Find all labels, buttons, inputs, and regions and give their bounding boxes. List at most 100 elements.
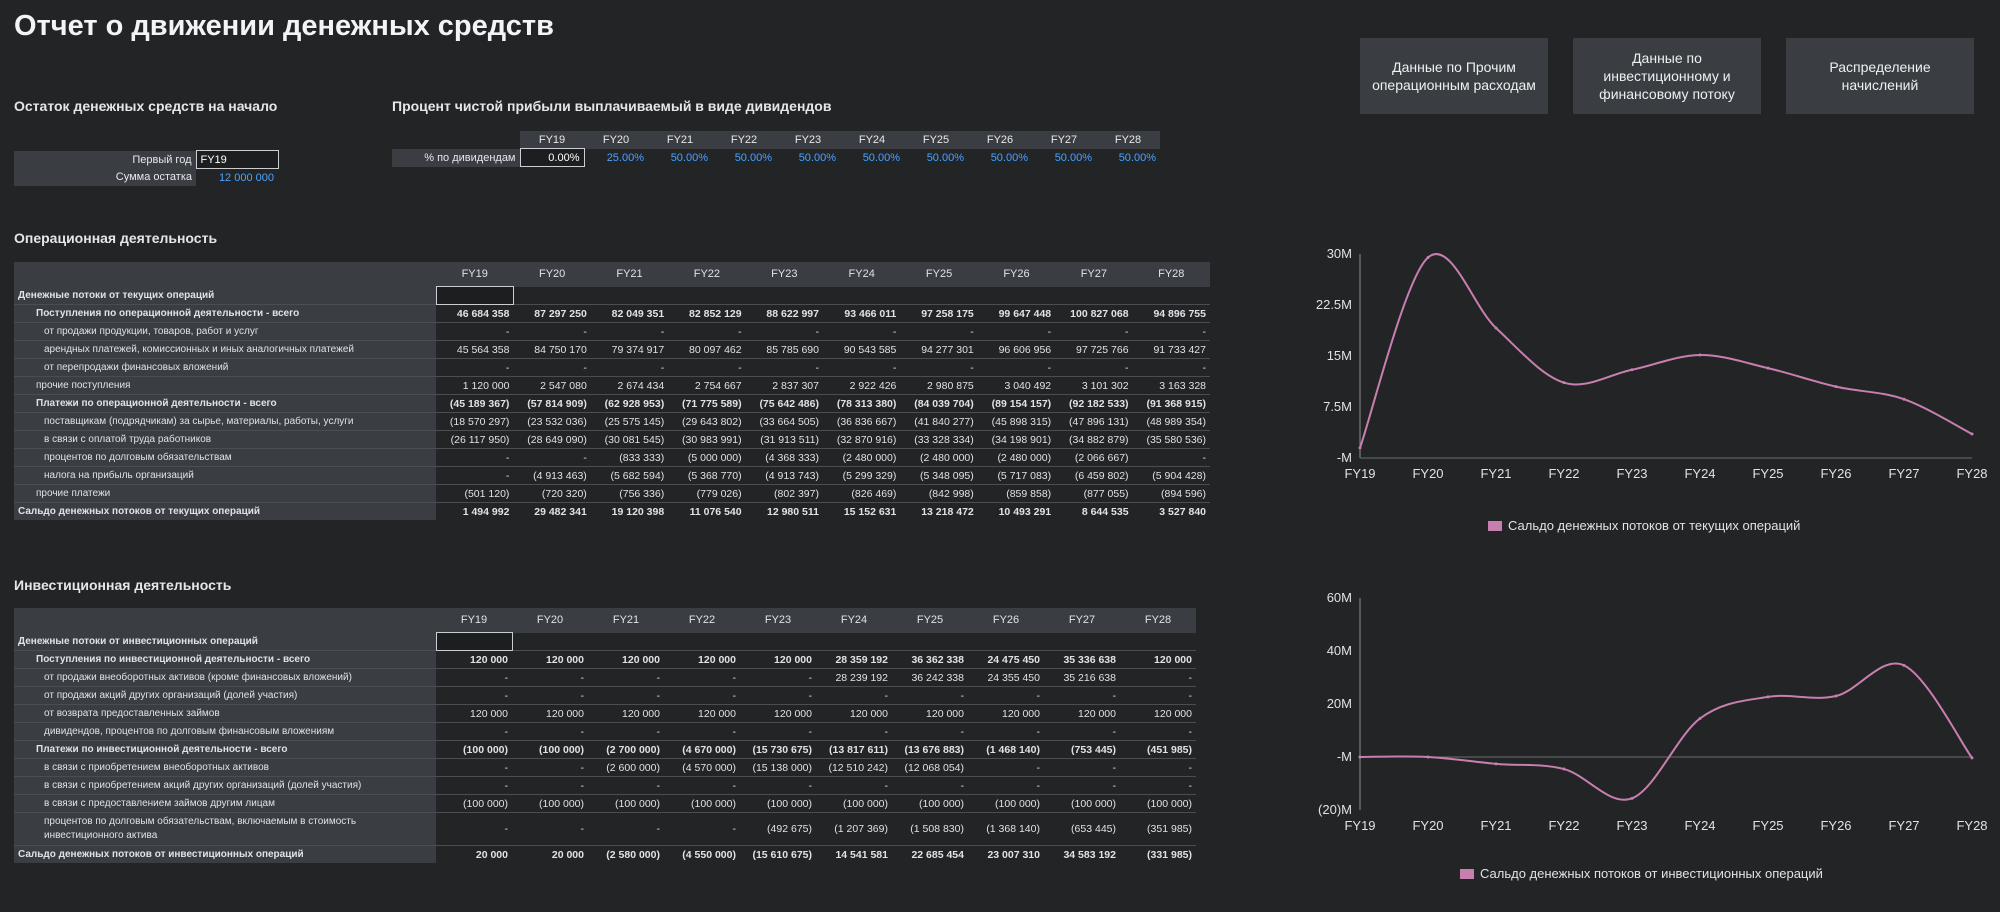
row-label: дивидендов, процентов по долговым финанс…	[14, 722, 436, 741]
row-label: в связи с оплатой труда работников	[14, 430, 437, 449]
value-cell: (15 730 675)	[740, 740, 816, 759]
value-cell: (2 066 667)	[1055, 448, 1133, 467]
dividend-year-header: FY21	[648, 131, 712, 149]
data-point	[1902, 663, 1906, 667]
value-cell: (5 904 428)	[1132, 466, 1210, 485]
row-label: в связи с приобретением акций других орг…	[14, 776, 436, 795]
value-cell: 120 000	[664, 650, 740, 669]
table-row: Сальдо денежных потоков от инвестиционны…	[14, 845, 1196, 863]
value-cell: (4 368 333)	[745, 448, 823, 467]
value-cell: 46 684 358	[436, 304, 514, 323]
data-point	[1766, 366, 1770, 370]
data-point	[1970, 432, 1974, 436]
data-point	[1562, 767, 1566, 771]
operating-cashflow-chart: -M 7.5M 15M 22.5M 30M FY19 FY20 FY21 FY22 FY23 FY2…	[1316, 246, 1988, 481]
value-cell: (2 580 000)	[588, 845, 664, 863]
value-cell: (34 882 879)	[1055, 430, 1133, 449]
row-label: поставщикам (подрядчикам) за сырье, мате…	[14, 412, 437, 431]
value-cell: -	[436, 668, 512, 687]
value-cell: 120 000	[1120, 704, 1196, 723]
value-cell: (2 700 000)	[588, 740, 664, 759]
accrual-distribution-button[interactable]: Распределение начислений	[1786, 38, 1974, 114]
dividend-year-header: FY28	[1096, 131, 1160, 149]
dividend-percent-input[interactable]: 50.00%	[1054, 151, 1092, 164]
table-row: в связи с приобретением внеоборотных акт…	[14, 758, 1196, 777]
value-cell: -	[436, 466, 514, 485]
y-tick-label: 30M	[1327, 246, 1352, 261]
x-tick-label: FY27	[1888, 818, 1919, 833]
dividend-percent-input[interactable]: 50.00%	[990, 151, 1028, 164]
dividend-percent-input[interactable]: 50.00%	[926, 151, 964, 164]
value-cell: 2 980 875	[900, 376, 978, 395]
dividend-year-header: FY25	[904, 131, 968, 149]
value-cell: (36 836 667)	[822, 412, 901, 431]
dividend-percent-input[interactable]: 50.00%	[862, 151, 900, 164]
value-cell: (62 928 953)	[590, 394, 669, 413]
value-cell: 120 000	[1120, 650, 1196, 669]
value-cell: -	[588, 722, 664, 741]
x-tick-label: FY26	[1820, 466, 1851, 481]
x-tick-label: FY27	[1888, 466, 1919, 481]
year-header: FY24	[822, 262, 901, 287]
data-point	[1970, 756, 1974, 760]
opening-balance-title: Остаток денежных средств на начало	[14, 98, 278, 114]
dividend-percent-input[interactable]: 50.00%	[798, 151, 836, 164]
value-cell: -	[436, 448, 514, 467]
value-cell: 87 297 250	[513, 304, 591, 323]
x-tick-label: FY19	[1344, 818, 1375, 833]
value-cell: (100 000)	[1120, 794, 1196, 813]
first-year-input[interactable]: FY19	[195, 150, 279, 169]
value-cell: -	[968, 776, 1044, 795]
value-cell	[512, 633, 588, 651]
value-cell: (84 039 704)	[900, 394, 978, 413]
investing-financing-data-button[interactable]: Данные по инвестиционному и финансовому …	[1573, 38, 1761, 114]
x-tick-label: FY28	[1956, 466, 1987, 481]
year-header: FY28	[1132, 262, 1210, 287]
value-cell: (100 000)	[892, 794, 968, 813]
value-cell: 120 000	[436, 650, 512, 669]
year-header: FY21	[590, 262, 669, 287]
dividend-percent-input[interactable]: 50.00%	[670, 151, 708, 164]
value-cell: -	[816, 722, 892, 741]
legend-label: Сальдо денежных потоков от текущих опера…	[1508, 518, 1801, 533]
dividend-percent-input[interactable]: 50.00%	[1118, 151, 1156, 164]
year-header: FY22	[664, 608, 740, 633]
value-cell: -	[740, 668, 816, 687]
dividend-percent-input[interactable]: 25.00%	[606, 151, 644, 164]
value-cell: 23 007 310	[968, 845, 1044, 863]
value-cell: 3 163 328	[1132, 376, 1210, 395]
value-cell: -	[968, 722, 1044, 741]
value-cell: (48 989 354)	[1132, 412, 1210, 431]
value-cell[interactable]	[435, 632, 513, 651]
value-cell	[816, 633, 892, 651]
value-cell: -	[1044, 776, 1120, 795]
value-cell: (15 610 675)	[740, 845, 816, 863]
year-header: FY19	[436, 262, 514, 287]
value-cell: 15 152 631	[822, 502, 901, 520]
value-cell: -	[740, 686, 816, 705]
y-tick-label: 22.5M	[1316, 297, 1352, 312]
value-cell: (1 368 140)	[968, 812, 1044, 846]
value-cell: 84 750 170	[513, 340, 591, 359]
value-cell: -	[900, 358, 978, 377]
value-cell: (32 870 916)	[822, 430, 901, 449]
row-label: Поступления по инвестиционной деятельнос…	[14, 650, 436, 669]
value-cell: 35 336 638	[1044, 650, 1120, 669]
value-cell: 79 374 917	[590, 340, 669, 359]
x-tick-label: FY21	[1480, 818, 1511, 833]
row-label: от продажи акций других организаций (дол…	[14, 686, 436, 705]
value-cell: (492 675)	[740, 812, 816, 846]
value-cell: (45 189 367)	[436, 394, 514, 413]
row-label: от возврата предоставленных займов	[14, 704, 436, 723]
other-opex-data-button[interactable]: Данные по Прочим операционным расходам	[1360, 38, 1548, 114]
value-cell: (779 026)	[668, 484, 746, 503]
value-cell[interactable]	[435, 286, 514, 305]
year-header: FY23	[740, 608, 816, 633]
value-cell	[1044, 633, 1120, 651]
balance-sum-input[interactable]: 12 000 000	[218, 171, 274, 184]
value-cell: 29 482 341	[513, 502, 591, 520]
data-point	[1630, 368, 1634, 372]
dividend-percent-input[interactable]: 0.00%	[519, 148, 585, 167]
dividend-percent-input[interactable]: 50.00%	[734, 151, 772, 164]
first-year-label: Первый год	[14, 150, 196, 169]
